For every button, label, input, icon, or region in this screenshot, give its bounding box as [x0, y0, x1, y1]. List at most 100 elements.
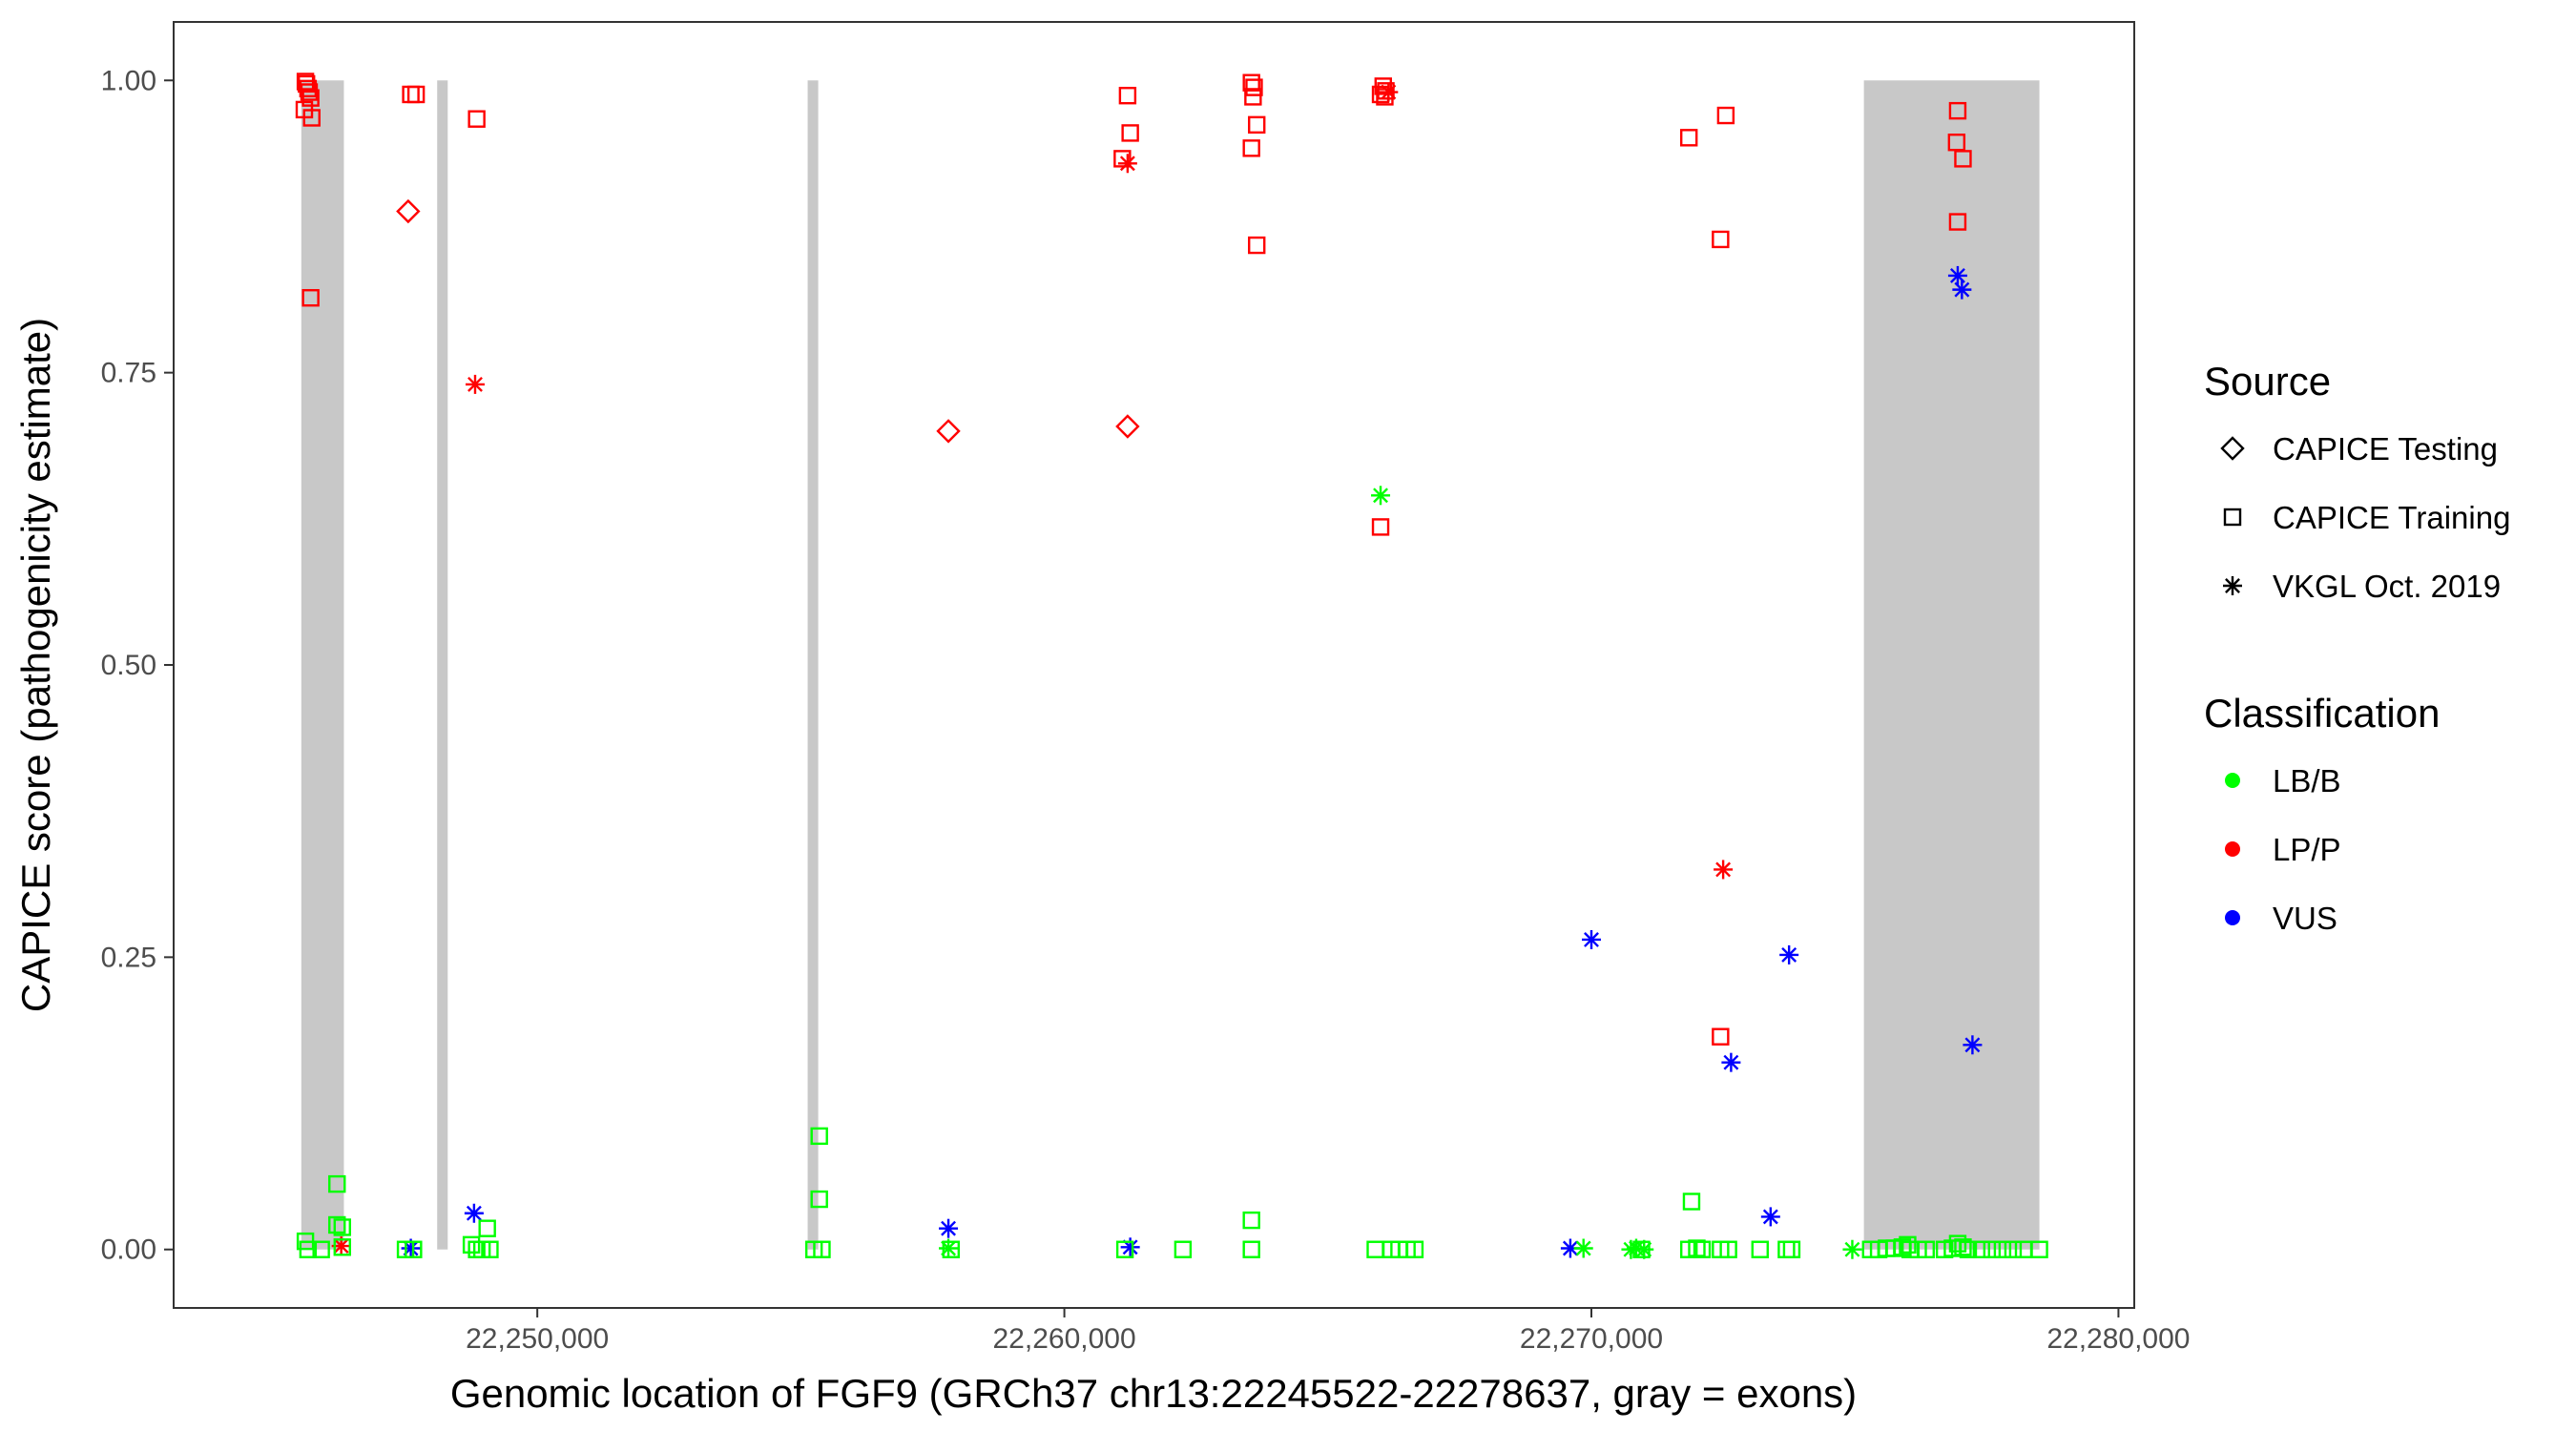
exon-bands — [301, 80, 2040, 1250]
data-point-square — [810, 1127, 828, 1146]
data-point-square — [1115, 1240, 1134, 1258]
data-point-square — [1121, 124, 1139, 142]
data-point-square — [478, 1219, 496, 1237]
legend-key: CAPICE Training — [2223, 500, 2510, 535]
data-point-asterisk — [1963, 1035, 1983, 1055]
data-point-square — [462, 1235, 481, 1255]
data-point-asterisk — [1714, 860, 1734, 880]
legend-key: LP/P — [2225, 832, 2341, 867]
data-point-square — [1712, 1027, 1730, 1046]
data-point-asterisk — [1120, 1237, 1140, 1257]
data-point-square — [813, 1240, 831, 1258]
legend-asterisk-icon — [2223, 576, 2242, 595]
data-point-square — [1948, 101, 1967, 120]
data-point-square — [328, 1174, 346, 1193]
legend-title: Source — [2204, 359, 2331, 404]
exon-band — [1863, 80, 2040, 1250]
data-point-square — [1917, 1240, 1935, 1258]
data-point-square — [1782, 1240, 1801, 1258]
y-tick-label: 0.50 — [101, 650, 156, 681]
data-point-square — [1899, 1235, 1917, 1255]
legend-square-icon — [2223, 508, 2242, 527]
data-point-square — [1712, 230, 1730, 249]
legend-color-dot-icon — [2225, 841, 2240, 857]
data-point-square — [302, 109, 321, 127]
data-point-square — [405, 1240, 423, 1258]
data-point-asterisk — [1573, 1238, 1593, 1258]
data-point-asterisk — [939, 1218, 959, 1238]
legend-key: VKGL Oct. 2019 — [2223, 569, 2501, 604]
y-tick-label: 1.00 — [101, 65, 156, 96]
data-point-asterisk — [464, 1203, 484, 1223]
legend-label: LB/B — [2273, 763, 2341, 798]
data-point-asterisk — [1721, 1052, 1741, 1072]
series-lp-p — [295, 73, 1972, 1256]
data-point-square — [1948, 1234, 1967, 1253]
legend-diamond-icon — [2220, 436, 2245, 461]
data-point-square — [333, 1238, 351, 1256]
data-point-square — [301, 289, 320, 307]
data-point-square — [1242, 139, 1260, 157]
data-point-square — [299, 1240, 318, 1258]
x-axis: 22,250,000 22,260,000 22,270,000 22,280,000 — [466, 1308, 2191, 1355]
data-point-square — [1682, 1192, 1701, 1211]
data-point-diamond — [1115, 414, 1140, 439]
data-point-square — [1242, 1240, 1260, 1258]
exon-band — [437, 80, 448, 1250]
series-lb-b — [296, 486, 2048, 1259]
legend-classification: Classification LB/B LP/P VUS — [2204, 691, 2440, 936]
x-tick-label: 22,260,000 — [993, 1323, 1136, 1355]
data-point-square — [1693, 1240, 1712, 1258]
data-point-square — [1405, 1240, 1424, 1258]
legend-label: VKGL Oct. 2019 — [2273, 569, 2501, 604]
exon-band — [807, 80, 819, 1250]
data-point-square — [1993, 1240, 2012, 1258]
data-point-square — [481, 1240, 499, 1258]
data-point-square — [1113, 150, 1132, 168]
data-point-square — [301, 89, 320, 107]
data-point-square — [333, 1218, 351, 1236]
data-point-square — [1371, 518, 1390, 536]
data-point-square — [1688, 1239, 1706, 1257]
data-point-square — [312, 1240, 330, 1258]
data-point-square — [1959, 1240, 1978, 1258]
legend-color-dot-icon — [2225, 773, 2240, 788]
data-point-square — [1972, 1240, 1990, 1258]
legend-color-dot-icon — [2225, 910, 2240, 925]
data-point-square — [1954, 1238, 1972, 1256]
legend-source: Source CAPICE Testing CAPICE Training VKGL … — [2204, 359, 2510, 604]
data-point-square — [1118, 87, 1137, 105]
data-points — [295, 73, 2048, 1259]
data-point-square — [1983, 1240, 2002, 1258]
legend-title: Classification — [2204, 691, 2440, 736]
data-point-square — [1244, 88, 1262, 106]
legend-key: CAPICE Testing — [2220, 431, 2498, 467]
data-point-asterisk — [1947, 265, 1967, 285]
data-point-asterisk — [465, 374, 485, 394]
data-point-square — [1242, 73, 1260, 92]
legend-key: VUS — [2225, 901, 2337, 936]
data-point-square — [1680, 129, 1698, 147]
legends: Source CAPICE Testing CAPICE Training VKGL … — [2204, 359, 2510, 936]
y-tick-label: 0.75 — [101, 358, 156, 389]
y-axis: 0.00 0.25 0.50 0.75 1.00 — [101, 65, 174, 1266]
data-point-square — [328, 1215, 346, 1234]
y-tick-label: 0.25 — [101, 942, 156, 973]
x-tick-label: 22,270,000 — [1520, 1323, 1663, 1355]
data-point-asterisk — [1582, 929, 1602, 949]
data-point-square — [810, 1190, 828, 1209]
data-point-square — [467, 110, 486, 128]
data-point-square — [1245, 78, 1263, 96]
data-point-asterisk — [1779, 944, 1799, 964]
x-axis-title: Genomic location of FGF9 (GRCh37 chr13:2… — [450, 1371, 1857, 1416]
y-axis-title: CAPICE score (pathogenicity estimate) — [13, 318, 58, 1012]
y-tick-label: 0.00 — [101, 1234, 156, 1266]
data-point-asterisk — [1952, 280, 1972, 300]
data-point-square — [1716, 106, 1735, 125]
legend-label: VUS — [2273, 901, 2337, 936]
data-point-asterisk — [1760, 1207, 1780, 1227]
data-point-square — [1248, 115, 1266, 135]
legend-label: CAPICE Testing — [2273, 431, 2498, 467]
data-point-square — [300, 83, 319, 101]
